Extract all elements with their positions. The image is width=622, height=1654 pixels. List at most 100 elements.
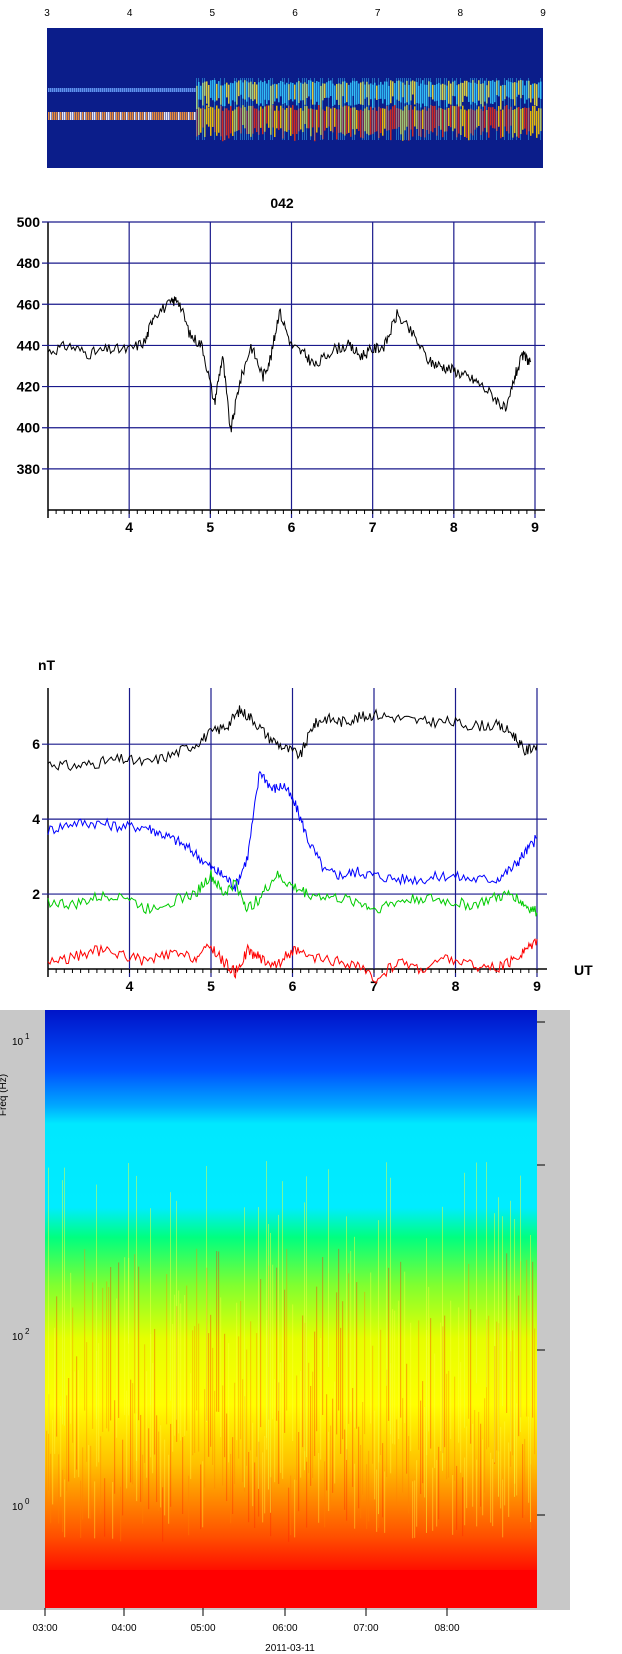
spectrogram-streak bbox=[442, 108, 444, 138]
spectrogram-streak bbox=[504, 78, 505, 140]
spectrogram-streak bbox=[328, 81, 330, 98]
spectrogram-streak bbox=[298, 1431, 300, 1512]
spectrogram-streak bbox=[366, 106, 368, 134]
spectrogram-streak bbox=[176, 1200, 177, 1420]
spectrogram-streak bbox=[402, 1398, 404, 1493]
spectrogram-streak bbox=[372, 84, 374, 108]
spectrogram-streak bbox=[240, 80, 242, 95]
spectrogram-streak bbox=[162, 88, 164, 92]
spectrogram-streak bbox=[174, 88, 176, 92]
spectrogram-streak bbox=[150, 1208, 151, 1406]
spectrogram-streak bbox=[342, 106, 344, 134]
spectrogram-streak bbox=[314, 109, 316, 142]
spectrogram-streak bbox=[344, 105, 346, 136]
spectrogram-streak bbox=[120, 112, 122, 120]
spectrogram-streak bbox=[166, 112, 168, 120]
spectrogram-streak bbox=[152, 112, 154, 120]
spectrogram-streak bbox=[310, 108, 312, 137]
spectrogram-streak bbox=[538, 108, 540, 135]
spectrogram-streak bbox=[282, 108, 284, 139]
spectrogram-streak bbox=[322, 83, 324, 101]
spectrogram-streak bbox=[402, 78, 403, 140]
spectrogram-streak bbox=[498, 106, 500, 127]
spectrogram-streak bbox=[196, 109, 198, 137]
spectrogram-streak bbox=[436, 78, 437, 140]
spectrogram-streak bbox=[490, 1452, 492, 1523]
magnetic-field-chart: nT UT 6 4 2 4 5 6 7 8 9 bbox=[32, 657, 593, 994]
spectrogram-streak bbox=[304, 1202, 305, 1471]
spectrogram-streak bbox=[184, 112, 186, 120]
spectrogram-streak bbox=[338, 1248, 340, 1411]
spectrogram-streak bbox=[404, 84, 406, 104]
spectrogram-streak bbox=[434, 1353, 436, 1469]
spectrogram-streak bbox=[222, 1385, 224, 1486]
spectrogram-streak bbox=[120, 1486, 122, 1542]
spectrogram-streak bbox=[82, 88, 84, 92]
spectrogram-streak bbox=[416, 82, 418, 104]
spectrogram-streak bbox=[264, 80, 266, 100]
spectrogram-streak bbox=[190, 88, 192, 92]
spectrogram-streak bbox=[92, 1282, 94, 1429]
spectrogram-streak bbox=[476, 109, 478, 128]
x-tick-label: 05:00 bbox=[190, 1623, 215, 1634]
spectrogram-streak bbox=[352, 78, 353, 140]
spectrogram-streak bbox=[422, 1381, 424, 1484]
spectrogram-streak bbox=[518, 106, 520, 139]
spectrogram-streak bbox=[250, 81, 252, 100]
spectrogram-streak bbox=[100, 88, 102, 92]
series-line bbox=[47, 296, 532, 433]
spectrogram-streak bbox=[194, 1326, 196, 1453]
spectrogram-streak bbox=[138, 88, 140, 92]
spectrogram-streak bbox=[446, 85, 448, 108]
spectrogram-streak bbox=[460, 109, 462, 136]
spectrogram-streak bbox=[66, 88, 68, 92]
spectrogram-streak bbox=[332, 107, 334, 133]
spectrogram-streak bbox=[246, 1349, 248, 1466]
spectrogram-streak bbox=[414, 81, 416, 105]
spectrogram-streak bbox=[238, 80, 240, 97]
top-spectrogram-x-ticks: 3 4 5 6 7 8 9 bbox=[44, 8, 546, 19]
spectrogram-streak bbox=[204, 78, 205, 140]
spectrogram-streak bbox=[506, 1253, 508, 1413]
spectrogram-streak bbox=[172, 1323, 174, 1452]
spectrogram-streak bbox=[100, 1436, 102, 1514]
spectrogram-streak bbox=[102, 1287, 104, 1432]
spectrogram-streak bbox=[454, 106, 456, 129]
spectrogram-streak bbox=[520, 108, 522, 135]
y-tick-label: 6 bbox=[32, 736, 40, 752]
spectrogram-streak bbox=[228, 110, 230, 139]
spectrogram-streak bbox=[144, 88, 146, 92]
spectrogram-streak bbox=[102, 112, 104, 120]
spectrogram-streak bbox=[516, 107, 518, 137]
spectrogram-streak bbox=[204, 1389, 206, 1488]
spectrogram-streak bbox=[144, 1344, 146, 1463]
spectrogram-streak bbox=[246, 78, 247, 140]
spectrogram-streak bbox=[404, 78, 405, 140]
spectrogram-streak bbox=[90, 112, 92, 120]
top-x-tick-label: 9 bbox=[540, 8, 546, 19]
spectrogram-streak bbox=[186, 88, 188, 92]
spectrogram-streak bbox=[242, 105, 244, 125]
spectrogram-streak bbox=[512, 110, 514, 138]
spectrogram-streak bbox=[242, 82, 244, 99]
spectrogram-streak bbox=[464, 109, 466, 137]
spectrogram-streak bbox=[462, 82, 464, 102]
spectrogram-streak bbox=[378, 106, 380, 139]
spectrogram-streak bbox=[314, 78, 315, 140]
spectrogram-streak bbox=[214, 80, 216, 102]
spectrogram-streak bbox=[240, 107, 242, 134]
spectrogram-streak bbox=[336, 1292, 338, 1435]
spectrogram-streak bbox=[286, 107, 288, 132]
spectrogram-streak bbox=[506, 105, 508, 132]
spectrogram-streak bbox=[220, 1297, 222, 1438]
spectrogram-streak bbox=[92, 112, 94, 120]
spectrogram-streak bbox=[224, 1333, 226, 1458]
spectrogram-streak bbox=[402, 110, 404, 141]
spectrogram-streak bbox=[298, 78, 299, 140]
spectrogram-streak bbox=[386, 106, 388, 131]
spectrogram-streak bbox=[278, 1382, 280, 1484]
spectrogram-streak bbox=[52, 1419, 54, 1505]
spectrogram-streak bbox=[270, 85, 272, 109]
spectrogram-streak bbox=[330, 80, 332, 97]
x-tick-label: 9 bbox=[533, 978, 541, 994]
